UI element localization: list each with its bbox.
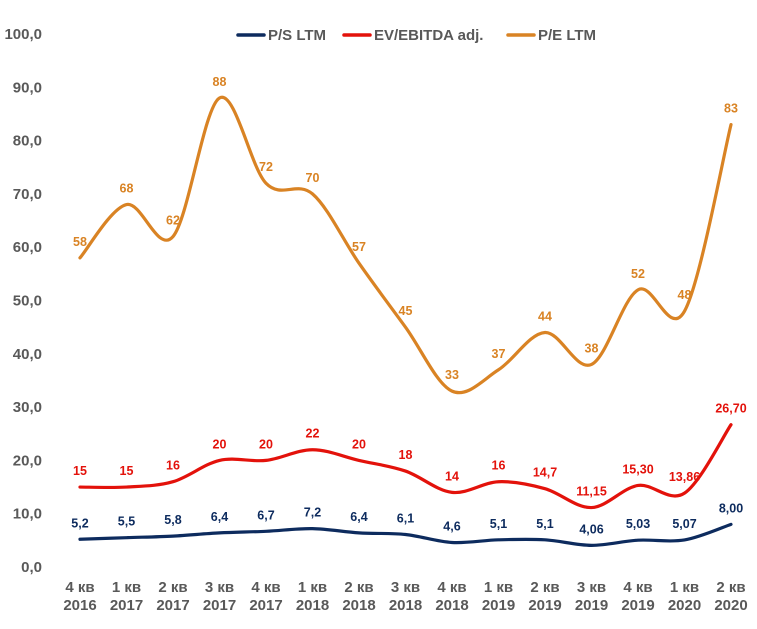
data-label: 5,1 <box>536 517 553 531</box>
x-axis: 4 кв 2016 1 кв 2017 2 кв 2017 3 кв 2017 4 кв 2017… <box>63 579 747 614</box>
data-label: 68 <box>120 182 134 196</box>
data-label: 44 <box>538 309 552 323</box>
data-label: 15,30 <box>622 462 653 476</box>
y-tick-label: 10,0 <box>13 506 42 523</box>
x-tick-label: 2 кв 2018 <box>342 579 375 614</box>
x-tick-label: 1 кв 2017 <box>110 579 143 614</box>
data-label: 6,4 <box>350 510 367 524</box>
data-label: 11,15 <box>576 485 607 499</box>
data-label: 20 <box>259 437 273 451</box>
data-label: 62 <box>166 214 180 228</box>
data-label: 70 <box>306 171 320 185</box>
x-tick-label: 4 кв 2018 <box>435 579 468 614</box>
series-line-ps-ltm <box>78 522 733 547</box>
data-label: 57 <box>352 240 366 254</box>
x-tick-label: 3 кв 2017 <box>203 579 236 614</box>
data-label: 72 <box>259 160 273 174</box>
data-label: 58 <box>73 235 87 249</box>
legend: P/S LTM EV/EBITDA adj. P/E LTM <box>236 27 596 44</box>
y-tick-label: 0,0 <box>21 559 42 576</box>
x-tick-label: 2 кв 2019 <box>528 579 561 614</box>
x-tick-label: 1 кв 2020 <box>668 579 701 614</box>
data-label: 48 <box>678 288 692 302</box>
data-label: 6,4 <box>211 510 228 524</box>
x-tick-label: 1 кв 2018 <box>296 579 329 614</box>
y-tick-label: 80,0 <box>13 133 42 150</box>
series-lines <box>78 95 733 547</box>
data-label: 83 <box>724 102 738 116</box>
data-label: 88 <box>213 75 227 89</box>
legend-label-pe-ltm: P/E LTM <box>538 27 596 44</box>
y-tick-label: 70,0 <box>13 186 42 203</box>
data-label: 20 <box>213 437 227 451</box>
data-label: 14,7 <box>533 466 557 480</box>
y-tick-label: 100,0 <box>4 26 42 43</box>
data-label: 37 <box>492 347 506 361</box>
data-label: 26,70 <box>715 402 746 416</box>
data-label: 6,1 <box>397 511 414 525</box>
series-line-pe-ltm <box>78 95 733 395</box>
data-label: 4,6 <box>443 519 460 533</box>
data-label: 20 <box>352 437 366 451</box>
y-axis: 0,0 10,0 20,0 30,0 40,0 50,0 60,0 70,0 80,0 90,0 1… <box>4 26 42 576</box>
data-label: 7,2 <box>304 506 321 520</box>
y-tick-label: 30,0 <box>13 399 42 416</box>
data-label: 52 <box>631 267 645 281</box>
y-tick-label: 50,0 <box>13 293 42 310</box>
x-tick-label: 4 кв 2019 <box>621 579 654 614</box>
y-tick-label: 40,0 <box>13 346 42 363</box>
data-label: 5,8 <box>164 513 181 527</box>
y-tick-label: 90,0 <box>13 79 42 96</box>
x-tick-label: 3 кв 2019 <box>575 579 608 614</box>
data-label: 13,86 <box>669 470 700 484</box>
x-tick-label: 4 кв 2017 <box>249 579 282 614</box>
data-label: 22 <box>306 427 320 441</box>
data-label: 38 <box>585 341 599 355</box>
data-label: 15 <box>120 464 134 478</box>
y-tick-label: 60,0 <box>13 239 42 256</box>
data-label: 5,1 <box>490 517 507 531</box>
legend-label-ps-ltm: P/S LTM <box>268 27 326 44</box>
data-label: 16 <box>166 459 180 473</box>
data-label: 18 <box>399 448 413 462</box>
data-label: 15 <box>73 464 87 478</box>
data-label: 14 <box>445 469 459 483</box>
legend-label-ev-ebitda-adj: EV/EBITDA adj. <box>374 27 483 44</box>
data-label: 5,03 <box>626 517 650 531</box>
x-tick-label: 1 кв 2019 <box>482 579 515 614</box>
y-tick-label: 20,0 <box>13 452 42 469</box>
x-tick-label: 2 кв 2017 <box>156 579 189 614</box>
data-label: 4,06 <box>579 522 603 536</box>
x-tick-label: 4 кв 2016 <box>63 579 96 614</box>
x-tick-label: 2 кв 2020 <box>714 579 747 614</box>
data-labels: 5,2 5,5 5,8 6,4 6,7 7,2 6,4 6,1 4,6 5,1 5,1 4,06 5,0… <box>71 75 746 536</box>
data-label: 5,5 <box>118 515 135 529</box>
data-label: 16 <box>492 459 506 473</box>
data-label: 33 <box>445 368 459 382</box>
x-tick-label: 3 кв 2018 <box>389 579 422 614</box>
data-label: 5,2 <box>71 516 88 530</box>
data-label: 6,7 <box>257 508 274 522</box>
data-label: 8,00 <box>719 501 743 515</box>
data-label: 5,07 <box>672 517 696 531</box>
data-label: 45 <box>399 304 413 318</box>
series-line-ev-ebitda-adj <box>78 423 733 510</box>
